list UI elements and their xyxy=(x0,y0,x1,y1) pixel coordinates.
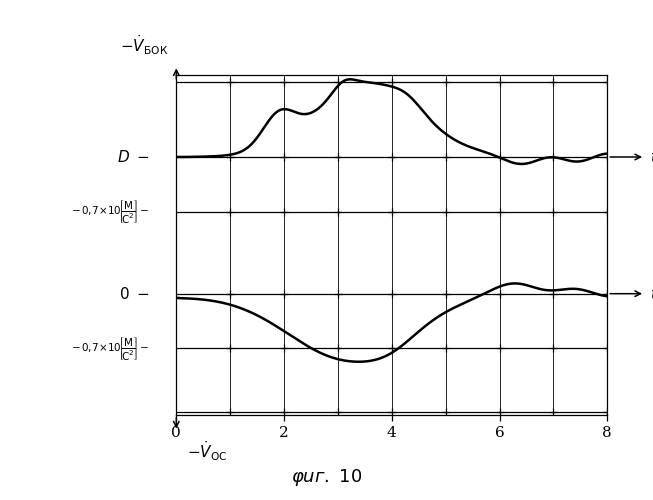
Text: $t$: $t$ xyxy=(650,286,653,302)
Text: $-\dot{V}_{\rm ОС}$: $-\dot{V}_{\rm ОС}$ xyxy=(187,440,228,463)
Text: $-\dot{V}_{\rm БОК}$: $-\dot{V}_{\rm БОК}$ xyxy=(120,34,168,57)
Text: $-\,0{,}7\!\times\!10\!\left[\!\dfrac{\rm M}{\rm C^2}\!\right]-$: $-\,0{,}7\!\times\!10\!\left[\!\dfrac{\r… xyxy=(71,198,150,225)
Text: $\varphi u г.\ 10$: $\varphi u г.\ 10$ xyxy=(291,466,362,487)
Text: $0\ -$: $0\ -$ xyxy=(119,286,150,302)
Text: $D\ -$: $D\ -$ xyxy=(116,149,150,165)
Text: $-\,0{,}7\!\times\!10\!\left[\!\dfrac{\rm M}{\rm C^2}\!\right]-$: $-\,0{,}7\!\times\!10\!\left[\!\dfrac{\r… xyxy=(71,335,150,362)
Text: $t$: $t$ xyxy=(650,149,653,165)
